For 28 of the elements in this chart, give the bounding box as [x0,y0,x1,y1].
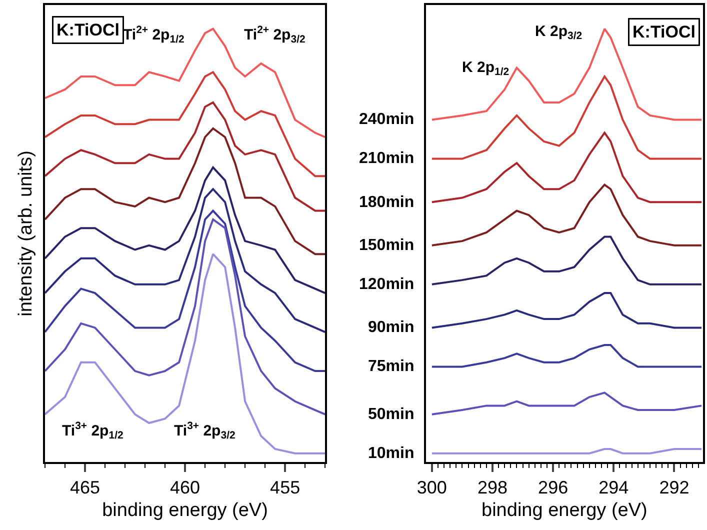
x-tick-label: 294 [598,478,629,498]
series-label: 10min [368,445,414,462]
annotation: Ti$^{2+}$ 2p$_{1/2}$ [123,24,184,46]
annotation: K:TiOCl [56,20,120,40]
x-tick-label: 298 [477,478,508,498]
annotation: Ti$^{3+}$ 2p$_{3/2}$ [174,420,236,442]
x-tick-label: 455 [270,478,300,498]
series-label: 50min [368,406,414,423]
x-tick-label: 292 [659,478,690,498]
y-axis-title: intensity (arb. units) [15,150,36,316]
annotation: K 2p$_{3/2}$ [535,23,582,42]
series-label: 240min [359,111,414,128]
series-label: 75min [368,358,414,375]
x-axis-title: binding energy (eV) [102,500,268,521]
x-tick-label: 460 [170,478,200,498]
series-label: 180min [359,194,414,211]
x-axis-title: binding energy (eV) [482,500,648,521]
annotation: Ti$^{2+}$ 2p$_{3/2}$ [244,24,306,46]
x-tick-label: 296 [538,478,568,498]
series-label: 150min [359,237,414,254]
x-tick-label: 300 [416,478,447,498]
annotation: Ti$^{3+}$ 2p$_{1/2}$ [62,420,124,442]
annotation: K 2p$_{1/2}$ [462,59,510,78]
annotation: K:TiOCl [632,22,696,42]
series-label: 210min [359,150,414,167]
series-label: 90min [368,319,414,336]
x-tick-label: 465 [70,478,100,498]
series-label: 120min [359,276,414,293]
